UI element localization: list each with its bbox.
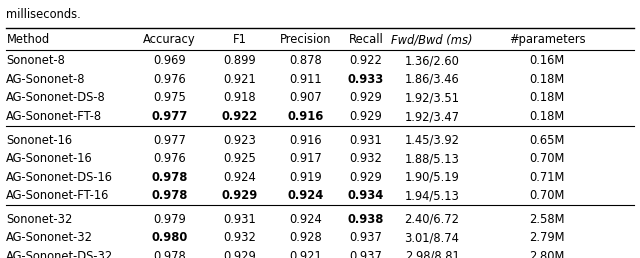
Text: Sononet-32: Sononet-32 [6,213,73,226]
Text: 0.977: 0.977 [152,110,188,123]
Text: 2.98/8.81: 2.98/8.81 [404,250,460,258]
Text: 0.980: 0.980 [152,231,188,244]
Text: 0.978: 0.978 [153,250,186,258]
Text: 0.878: 0.878 [289,54,323,67]
Text: 0.928: 0.928 [289,231,323,244]
Text: 0.975: 0.975 [153,91,186,104]
Text: 0.929: 0.929 [222,189,258,202]
Text: 0.925: 0.925 [223,152,257,165]
Text: 0.978: 0.978 [152,171,188,184]
Text: 0.922: 0.922 [349,54,383,67]
Text: Method: Method [6,34,49,46]
Text: 1.94/5.13: 1.94/5.13 [404,189,460,202]
Text: 2.40/6.72: 2.40/6.72 [404,213,460,226]
Text: 0.16M: 0.16M [529,54,565,67]
Text: 0.916: 0.916 [290,134,322,147]
Text: Sononet-16: Sononet-16 [6,134,72,147]
Text: Sononet-8: Sononet-8 [6,54,65,67]
Text: AG-Sononet-FT-16: AG-Sononet-FT-16 [6,189,110,202]
Text: 0.923: 0.923 [223,134,257,147]
Text: 0.918: 0.918 [224,91,256,104]
Text: 0.924: 0.924 [223,171,257,184]
Text: 0.922: 0.922 [222,110,258,123]
Text: AG-Sononet-DS-32: AG-Sononet-DS-32 [6,250,114,258]
Text: 0.65M: 0.65M [529,134,565,147]
Text: 1.88/5.13: 1.88/5.13 [404,152,460,165]
Text: 0.929: 0.929 [349,110,383,123]
Text: 3.01/8.74: 3.01/8.74 [404,231,460,244]
Text: 0.71M: 0.71M [529,171,565,184]
Text: 0.18M: 0.18M [529,110,565,123]
Text: 0.969: 0.969 [154,54,186,67]
Text: Precision: Precision [280,34,332,46]
Text: 0.937: 0.937 [349,231,383,244]
Text: 0.899: 0.899 [224,54,256,67]
Text: 0.18M: 0.18M [529,73,565,86]
Text: 0.978: 0.978 [152,189,188,202]
Text: 0.932: 0.932 [349,152,383,165]
Text: 0.934: 0.934 [348,189,384,202]
Text: 0.979: 0.979 [153,213,186,226]
Text: 0.916: 0.916 [288,110,324,123]
Text: 0.977: 0.977 [153,134,186,147]
Text: 0.937: 0.937 [349,250,383,258]
Text: 0.921: 0.921 [223,73,257,86]
Text: 1.92/3.47: 1.92/3.47 [404,110,460,123]
Text: 1.86/3.46: 1.86/3.46 [404,73,460,86]
Text: 1.90/5.19: 1.90/5.19 [404,171,460,184]
Text: AG-Sononet-DS-16: AG-Sononet-DS-16 [6,171,113,184]
Text: 0.917: 0.917 [289,152,323,165]
Text: 2.79M: 2.79M [529,231,565,244]
Text: AG-Sononet-32: AG-Sononet-32 [6,231,93,244]
Text: 0.919: 0.919 [290,171,322,184]
Text: 2.58M: 2.58M [529,213,565,226]
Text: 0.929: 0.929 [349,91,383,104]
Text: 2.80M: 2.80M [529,250,565,258]
Text: AG-Sononet-DS-8: AG-Sononet-DS-8 [6,91,106,104]
Text: Fwd/Bwd (ms): Fwd/Bwd (ms) [391,34,473,46]
Text: AG-Sononet-16: AG-Sononet-16 [6,152,93,165]
Text: Recall: Recall [349,34,383,46]
Text: 0.18M: 0.18M [529,91,565,104]
Text: 0.921: 0.921 [289,250,323,258]
Text: 0.932: 0.932 [223,231,257,244]
Text: 0.907: 0.907 [289,91,323,104]
Text: 0.929: 0.929 [223,250,257,258]
Text: milliseconds.: milliseconds. [6,8,81,21]
Text: 0.976: 0.976 [153,73,186,86]
Text: 0.924: 0.924 [288,189,324,202]
Text: 0.976: 0.976 [153,152,186,165]
Text: 0.911: 0.911 [290,73,322,86]
Text: 0.929: 0.929 [349,171,383,184]
Text: 1.45/3.92: 1.45/3.92 [404,134,460,147]
Text: 0.70M: 0.70M [529,152,565,165]
Text: #parameters: #parameters [509,34,586,46]
Text: 0.924: 0.924 [289,213,323,226]
Text: Accuracy: Accuracy [143,34,196,46]
Text: 0.933: 0.933 [348,73,384,86]
Text: F1: F1 [233,34,247,46]
Text: AG-Sononet-FT-8: AG-Sononet-FT-8 [6,110,102,123]
Text: 0.70M: 0.70M [529,189,565,202]
Text: AG-Sononet-8: AG-Sononet-8 [6,73,86,86]
Text: 0.931: 0.931 [223,213,257,226]
Text: 0.931: 0.931 [349,134,383,147]
Text: 1.36/2.60: 1.36/2.60 [404,54,460,67]
Text: 0.938: 0.938 [348,213,384,226]
Text: 1.92/3.51: 1.92/3.51 [404,91,460,104]
